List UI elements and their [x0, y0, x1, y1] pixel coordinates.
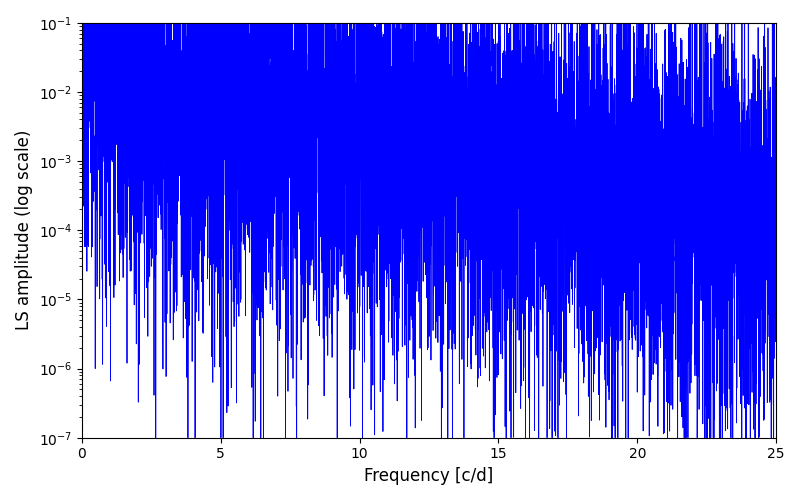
Y-axis label: LS amplitude (log scale): LS amplitude (log scale)	[15, 130, 33, 330]
X-axis label: Frequency [c/d]: Frequency [c/d]	[364, 467, 494, 485]
